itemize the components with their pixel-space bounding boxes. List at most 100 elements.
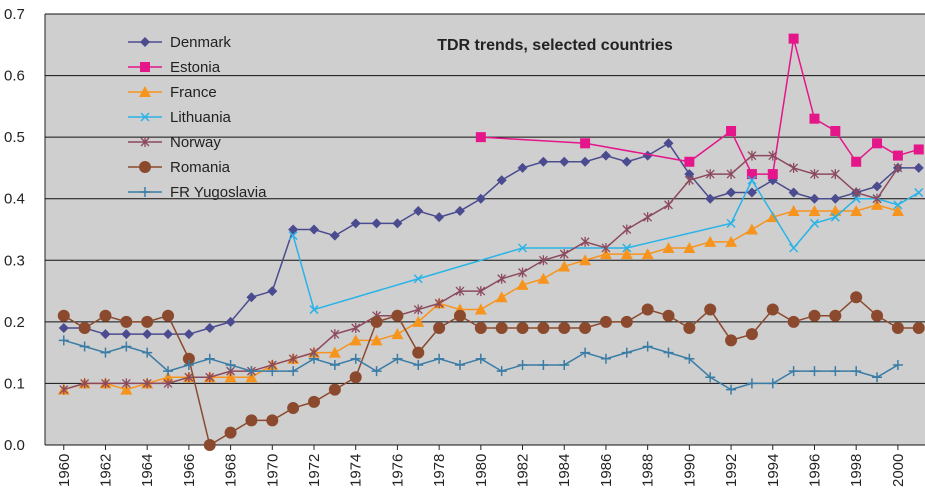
y-tick-label: 0.5 [4,129,25,146]
marker [495,322,508,335]
marker [891,322,904,335]
marker [287,402,300,415]
marker [789,162,799,173]
marker [79,341,90,352]
marker [746,378,757,389]
marker [747,175,757,185]
marker [475,193,486,204]
marker [288,231,298,241]
marker [913,144,924,155]
marker [559,249,569,260]
marker [809,113,820,124]
marker [391,309,404,322]
marker [641,303,654,316]
marker [746,169,757,180]
marker [893,200,903,210]
marker [580,236,590,247]
marker [704,235,717,247]
y-tick-label: 0.6 [4,68,25,85]
legend-label: FR Yugoslavia [170,184,267,201]
marker [224,371,237,383]
marker [475,353,486,364]
marker [912,322,925,335]
marker [140,62,150,72]
marker [851,366,862,377]
marker [392,218,403,229]
marker [516,278,529,290]
marker [642,341,653,352]
marker [808,309,821,322]
marker [726,218,736,228]
marker [351,323,361,334]
marker [245,371,258,383]
marker [726,169,736,180]
marker [872,193,882,204]
marker [474,322,487,335]
marker [434,353,445,364]
marker [58,323,69,334]
marker [643,212,653,223]
marker [58,335,69,346]
marker [518,267,527,278]
marker [453,309,466,322]
marker [121,329,132,340]
marker [162,309,175,322]
marker [183,329,194,340]
marker [558,322,571,335]
marker [725,334,738,347]
marker [139,161,151,173]
marker [121,341,132,352]
marker [476,286,486,297]
marker [371,366,382,377]
marker [309,353,320,364]
marker [163,329,174,340]
marker [684,156,695,167]
marker [267,366,278,377]
marker [101,378,110,389]
marker [288,366,299,377]
marker [558,260,571,272]
marker [412,315,425,327]
marker [288,224,299,235]
y-tick-label: 0.1 [4,375,25,392]
marker [517,162,528,173]
marker [664,199,673,210]
marker [830,125,841,136]
marker [745,328,758,341]
marker [246,292,257,303]
marker [872,181,883,192]
marker [474,303,487,315]
marker [808,205,821,217]
marker [683,241,696,253]
marker [413,359,424,370]
legend-label: France [170,84,217,101]
marker [829,309,842,322]
marker [330,329,340,340]
marker [684,175,694,186]
marker [580,347,591,358]
marker [705,169,715,180]
marker [830,366,841,377]
x-tick-label: 1972 [306,454,323,487]
x-tick-label: 1968 [223,454,240,487]
marker [662,241,675,253]
marker [621,156,632,167]
marker [497,273,507,284]
marker [579,254,592,266]
marker [120,383,133,395]
marker [308,395,321,408]
marker [433,322,446,335]
marker [538,359,549,370]
marker [288,353,298,364]
marker [434,212,445,223]
marker [725,235,738,247]
marker [350,218,361,229]
x-tick-label: 1970 [264,454,281,487]
marker [142,347,153,358]
marker [663,138,674,149]
marker [914,188,924,198]
marker [684,353,695,364]
marker [537,272,550,284]
marker [142,378,152,389]
marker [642,150,653,161]
